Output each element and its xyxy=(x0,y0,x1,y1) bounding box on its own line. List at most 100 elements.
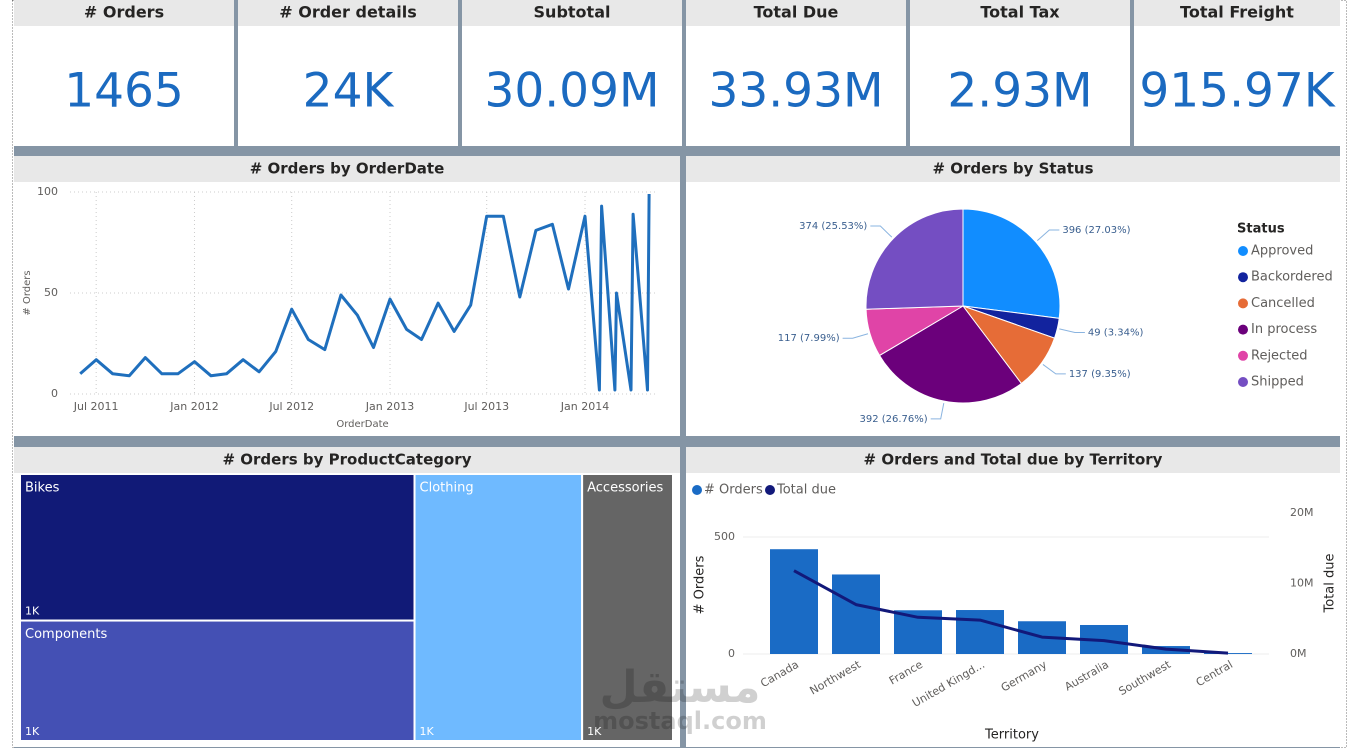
data-label: 117 (7.99%) xyxy=(778,333,840,344)
data-label: 392 (26.76%) xyxy=(859,414,927,425)
watermark: مستقل xyxy=(600,662,761,713)
x-tick-label: Jan 2012 xyxy=(169,400,218,413)
bar xyxy=(832,574,880,654)
legend-swatch xyxy=(1238,350,1248,361)
kpi-value: 1465 xyxy=(64,64,184,119)
x-axis-title: OrderDate xyxy=(336,419,388,430)
data-label: 137 (9.35%) xyxy=(1069,369,1131,380)
x-tick-label: Jul 2013 xyxy=(463,400,509,413)
y-axis-title: # Orders xyxy=(693,555,708,614)
tile-value: 1K xyxy=(420,725,435,738)
data-label: 374 (25.53%) xyxy=(799,221,867,232)
legend-label: Approved xyxy=(1251,244,1313,259)
pie-slice xyxy=(865,208,964,310)
y-tick-label: 500 xyxy=(714,530,735,543)
panel-title: # Orders by ProductCategory xyxy=(222,451,471,469)
leader-line xyxy=(870,225,893,238)
y-tick-label: 0 xyxy=(728,647,735,660)
legend-title: Status xyxy=(1237,222,1285,237)
tile-value: 1K xyxy=(25,605,40,618)
x-tick-label: Jul 2011 xyxy=(73,400,119,413)
watermark: mostaql.com xyxy=(593,707,767,735)
legend-label: Cancelled xyxy=(1251,296,1315,311)
kpi-value: 33.93M xyxy=(708,64,883,119)
legend-swatch xyxy=(692,485,702,495)
kpi-value: 24K xyxy=(303,64,395,119)
kpi-value: 30.09M xyxy=(484,64,659,119)
legend-swatch xyxy=(1238,298,1248,309)
data-label: 396 (27.03%) xyxy=(1062,225,1130,236)
kpi-header xyxy=(462,0,682,26)
line-series xyxy=(793,569,1229,655)
y-axis-title: # Orders xyxy=(22,270,33,315)
x-tick-label: Jul 2012 xyxy=(268,400,314,413)
kpi-title: # Order details xyxy=(279,3,416,22)
leader-line xyxy=(1036,229,1060,241)
legend-swatch xyxy=(765,485,775,495)
panel-header xyxy=(14,447,680,473)
kpi-title: Total Tax xyxy=(980,3,1060,22)
pie-slice xyxy=(878,305,1023,404)
treemap-tile xyxy=(413,473,584,742)
kpi-title: Total Due xyxy=(754,3,839,22)
panel-header xyxy=(14,156,680,182)
kpi-header xyxy=(14,0,234,26)
panel-header xyxy=(686,447,1340,473)
leader-line xyxy=(1059,328,1085,334)
kpi-header xyxy=(1134,0,1340,26)
legend-label: Total due xyxy=(776,483,836,498)
x-tick-label: Jan 2013 xyxy=(365,400,414,413)
kpi-title: Subtotal xyxy=(534,3,611,22)
legend-swatch xyxy=(1238,324,1248,335)
kpi-title: Total Freight xyxy=(1180,3,1294,22)
tile-value: 1K xyxy=(25,725,40,738)
y-tick-label: 100 xyxy=(37,185,58,198)
y2-tick-label: 20M xyxy=(1290,506,1314,519)
panel-header xyxy=(686,156,1340,182)
tile-value: 1K xyxy=(587,725,602,738)
y2-tick-label: 10M xyxy=(1290,576,1314,589)
legend-label: Rejected xyxy=(1251,348,1308,363)
leader-line xyxy=(930,403,945,420)
tile-label: Bikes xyxy=(25,481,60,496)
bar xyxy=(770,549,818,654)
y2-tick-label: 0M xyxy=(1290,647,1307,660)
pie-slice xyxy=(962,208,1061,319)
panel-title: # Orders and Total due by Territory xyxy=(864,451,1163,469)
treemap-tile xyxy=(19,619,416,742)
y-tick-label: 0 xyxy=(51,387,58,400)
kpi-title: # Orders xyxy=(84,3,164,22)
tile-label: Clothing xyxy=(420,481,474,496)
treemap-tile xyxy=(581,473,675,742)
x-axis-title: Territory xyxy=(984,728,1039,743)
kpi-value: 915.97K xyxy=(1139,64,1335,119)
bar xyxy=(1204,653,1252,654)
leader-line xyxy=(1042,364,1066,375)
kpi-header xyxy=(686,0,906,26)
tile-label: Accessories xyxy=(587,481,663,496)
legend-label: Backordered xyxy=(1251,270,1333,285)
legend-swatch xyxy=(1238,377,1248,387)
kpi-value: 2.93M xyxy=(947,64,1092,119)
legend-swatch xyxy=(1238,246,1248,256)
leader-line xyxy=(842,333,869,339)
panel-title: # Orders by Status xyxy=(932,160,1093,178)
tile-label: Components xyxy=(25,627,107,642)
kpi-header xyxy=(238,0,458,26)
legend-label: Shipped xyxy=(1251,375,1304,390)
y2-axis-title: Total due xyxy=(1323,554,1338,614)
x-tick-label: Jan 2014 xyxy=(560,400,609,413)
line-series xyxy=(79,193,651,392)
legend-swatch xyxy=(1238,272,1248,283)
legend-label: In process xyxy=(1251,322,1317,337)
legend-label: # Orders xyxy=(704,483,763,498)
data-label: 49 (3.34%) xyxy=(1088,328,1144,339)
bar xyxy=(956,610,1004,654)
kpi-header xyxy=(910,0,1130,26)
y-tick-label: 50 xyxy=(44,286,58,299)
treemap-tile xyxy=(19,473,416,622)
panel xyxy=(14,156,680,436)
panel-title: # Orders by OrderDate xyxy=(250,160,445,178)
